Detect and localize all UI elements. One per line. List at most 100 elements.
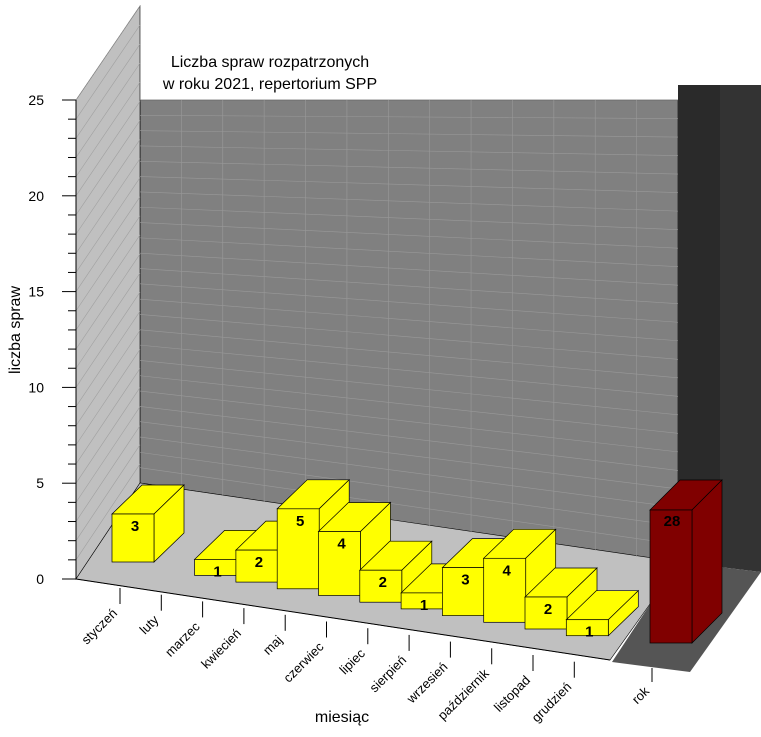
total-bar: 28 [649,479,723,644]
gridline-back [139,421,679,490]
gridline-side [75,82,141,177]
y-tick-label: 15 [28,284,44,300]
x-tick-label: sierpień [366,652,409,695]
gridline-side [75,349,141,446]
bar-value-label: 4 [337,536,346,553]
gridline-side [75,63,141,158]
bar-front [565,619,609,637]
gridline-back [139,390,679,453]
x-tick-label: lipiec [336,645,368,677]
gridline-back [139,406,679,471]
gridline-back [139,176,679,193]
gridline-side [75,24,141,120]
y-axis: 0 5 10 15 20 25 [28,92,77,587]
y-tick-label: 25 [28,92,44,108]
gridline-back [139,145,679,156]
gridline-side [75,215,141,311]
bar-value-label: 2 [255,554,263,571]
y-axis-title: liczba spraw [7,286,24,374]
gridline-side [75,368,141,465]
bar: 1 [565,589,640,641]
gridline-back [139,375,679,434]
gridline-back [139,237,679,267]
x-axis-line [75,578,611,661]
gridline-back [139,191,679,212]
total-panel-side [678,85,720,566]
gridline-side [75,425,141,522]
x-tick-label: marzec [162,619,203,660]
gridline-side [75,234,141,331]
back-wall [139,99,679,564]
bar-front [235,549,279,583]
bar-front [111,513,155,563]
gridline-side [75,330,141,426]
gridline-back [139,283,679,323]
bar-value-label: 2 [544,601,552,618]
gridline-side [75,43,141,139]
gridline-back [139,467,679,545]
gridline-side [75,196,141,292]
gridline-back [139,206,679,230]
x-tick-label: grudzień [529,679,575,725]
x-tick-label: styczeń [78,606,120,648]
x-tick-label: wrzesień [403,659,451,707]
gridline-side [75,444,141,541]
gridline-side [75,463,141,561]
chart-title-line-2: w roku 2021, repertorium SPP [162,76,377,93]
gridline-back [139,222,679,249]
gridline-back [139,298,679,342]
gridline-side [75,177,141,273]
y-tick-label: 0 [36,571,44,587]
x-tick-label: listopad [491,673,533,715]
gridline-side [75,253,141,350]
bar-front [359,569,403,603]
x-axis-title: miesiąc [315,709,369,726]
gridline-side [75,139,141,235]
x-tick-label-total: rok [629,683,653,707]
gridline-back [139,115,679,119]
bar-front [276,508,320,590]
gridline-side [75,101,141,196]
y-tick-label: 10 [28,379,44,395]
bar-value-label: 2 [379,574,387,591]
y-tick-label: 20 [28,188,44,204]
bar-value-label: 4 [503,562,512,579]
bar-value-label: 1 [420,597,428,614]
gridline-side [75,406,141,503]
gridline-back [139,344,679,397]
bar: 2 [524,567,598,630]
bar-front [442,567,485,616]
gridline-back [139,268,679,305]
bar-value-label: 3 [131,518,139,535]
bar-value-label: 1 [213,563,221,580]
bar-front [524,596,568,630]
gridline-back [139,314,679,360]
gridline-side [75,387,141,484]
gridline-back [139,360,679,416]
gridline-back [139,452,679,527]
bars: 3 1 2 5 4 2 1 3 4 2 1 28 [111,478,723,644]
gridline-side [75,158,141,254]
chart-title-line-1: Liczba spraw rozpatrzonych [171,54,369,71]
bar-front [483,557,527,623]
chart-gridlines [75,5,679,561]
gridline-back [139,130,679,138]
bar-value-label: 3 [461,572,469,589]
x-tick-label: kwiecień [198,626,244,672]
chart-title-background [145,49,396,95]
bar: 3 [111,484,185,563]
gridline-side [75,5,141,101]
gridline-side [75,272,141,369]
x-tick-label: czerwiec [280,639,327,686]
bar-value-label: 5 [296,513,304,530]
gridline-back [139,160,679,175]
bar-value-label: 1 [585,624,593,641]
gridline-back [139,436,679,508]
gridline-side [75,311,141,407]
bar-front [318,531,361,596]
gridline-back [139,252,679,286]
y-tick-label: 5 [36,475,44,491]
x-tick-label: maj [260,632,285,657]
gridline-side [75,120,141,216]
